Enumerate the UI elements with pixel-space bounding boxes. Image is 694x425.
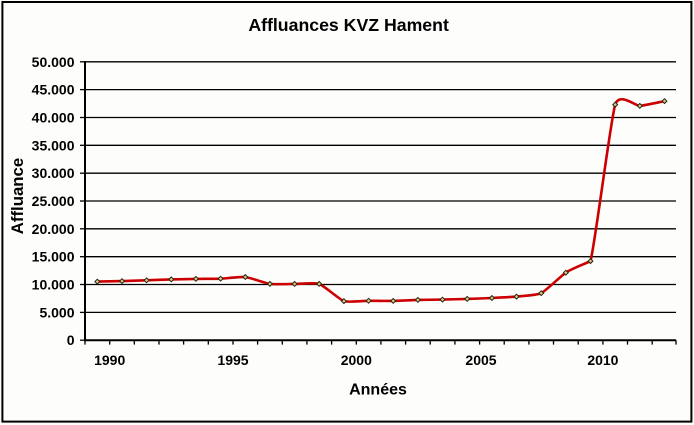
svg-text:25.000: 25.000 bbox=[32, 193, 75, 209]
svg-text:5.000: 5.000 bbox=[39, 304, 74, 320]
svg-text:Années: Années bbox=[349, 382, 407, 399]
svg-text:45.000: 45.000 bbox=[32, 82, 75, 98]
svg-text:20.000: 20.000 bbox=[32, 221, 75, 237]
svg-text:40.000: 40.000 bbox=[32, 110, 75, 126]
svg-text:2005: 2005 bbox=[465, 352, 496, 368]
svg-text:1990: 1990 bbox=[94, 352, 125, 368]
svg-text:15.000: 15.000 bbox=[32, 249, 75, 265]
svg-text:Affluances KVZ Hament: Affluances KVZ Hament bbox=[248, 15, 449, 35]
svg-text:2010: 2010 bbox=[587, 352, 618, 368]
svg-text:50.000: 50.000 bbox=[32, 54, 75, 70]
svg-text:2000: 2000 bbox=[341, 352, 372, 368]
svg-text:10.000: 10.000 bbox=[32, 277, 75, 293]
svg-text:30.000: 30.000 bbox=[32, 165, 75, 181]
svg-text:1995: 1995 bbox=[217, 352, 248, 368]
svg-text:Affluance: Affluance bbox=[8, 158, 27, 234]
svg-text:35.000: 35.000 bbox=[32, 137, 75, 153]
svg-text:0: 0 bbox=[67, 332, 75, 348]
